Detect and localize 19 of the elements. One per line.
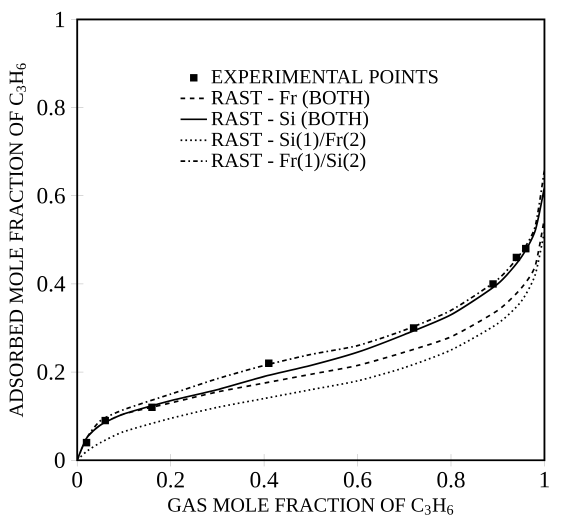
y-axis-title: ADSORBED MOLE FRACTION OF C$_{3}$H$_{6}$ [10, 63, 26, 418]
y-tick-label: 1 [56, 12, 64, 27]
x-tick-label: 0.8 [437, 472, 465, 488]
legend-label: RAST - Fr(1)/Si(2) [212, 152, 366, 172]
legend-label: RAST - Si (BOTH) [212, 111, 368, 130]
y-tick-label: 0.2 [37, 364, 64, 380]
legend-label: RAST - Si(1)/Fr(2) [212, 132, 366, 150]
x-tick-label: 0 [72, 472, 82, 488]
y-tick-label: 0.6 [37, 188, 65, 204]
x-tick-label: 1 [540, 472, 549, 488]
legend-label: RAST - Fr (BOTH) [212, 90, 370, 108]
y-tick-label: 0.4 [37, 276, 66, 292]
x-tick-label: 0.4 [250, 472, 278, 488]
y-tick-label: 0.8 [37, 100, 65, 116]
x-tick-label: 0.6 [344, 472, 372, 488]
legend-label: EXPERIMENTAL POINTS [212, 70, 438, 84]
x-tick-label: 0.2 [157, 472, 184, 488]
y-tick-label: 0 [54, 452, 65, 468]
x-axis-title: GAS MOLE FRACTION OF C$_{3}$H$_{6}$ [168, 498, 454, 515]
